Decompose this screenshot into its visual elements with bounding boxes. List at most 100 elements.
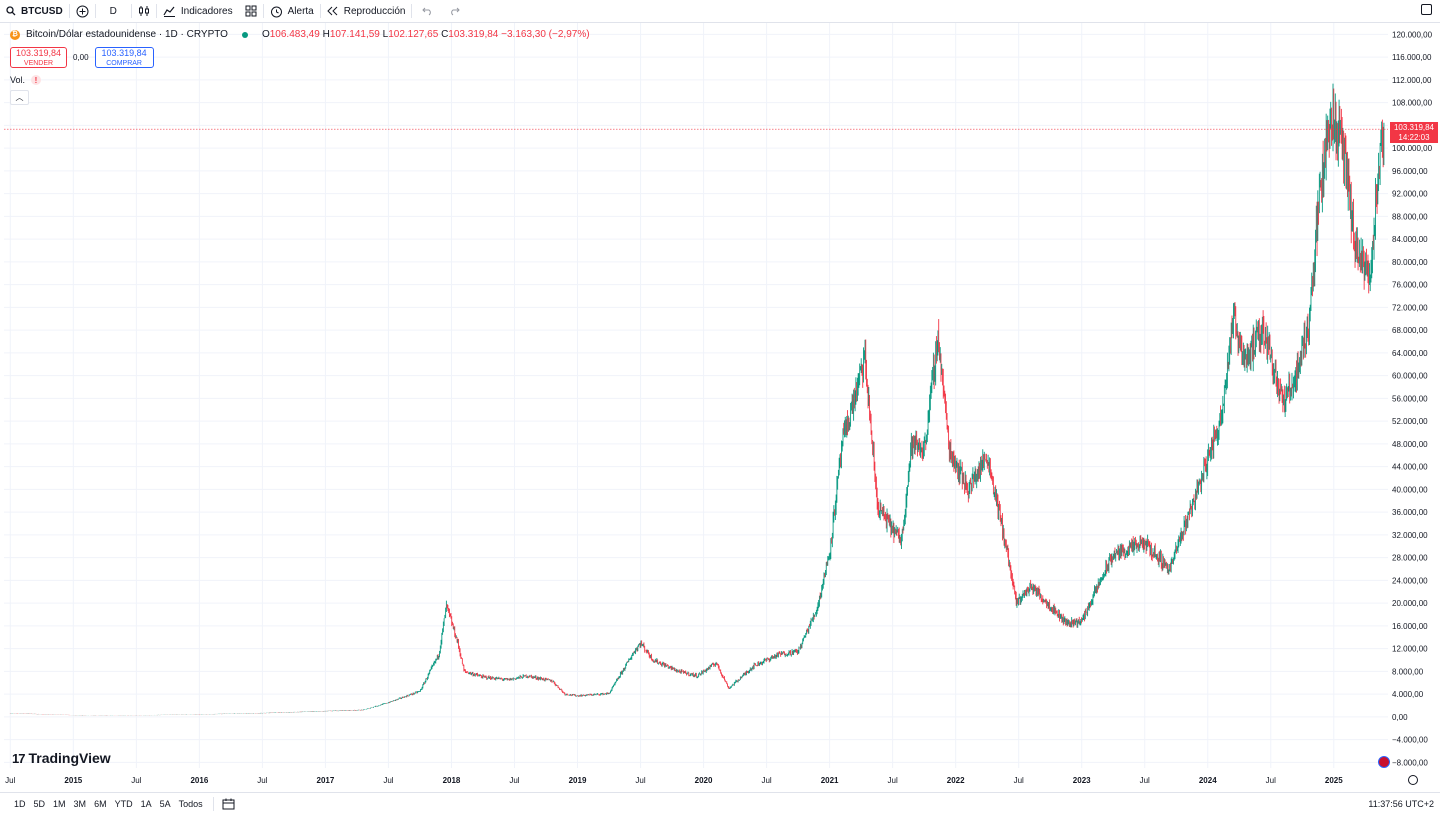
range-button[interactable]: 6M xyxy=(94,799,107,809)
high-label: H xyxy=(322,29,330,40)
alert-button[interactable]: Alerta xyxy=(264,0,320,22)
divider xyxy=(212,797,214,811)
x-tick-label: Jul xyxy=(383,776,393,785)
grid-icon xyxy=(245,5,257,17)
currency-flag-icon[interactable] xyxy=(1378,756,1390,768)
settings-icon[interactable] xyxy=(1408,775,1418,785)
last-price-value: 103.319,84 xyxy=(1393,123,1435,133)
price-chart[interactable]: 120.000,00 116.000,00 112.000,00 108.000,00… xyxy=(0,23,1440,791)
x-tick-label: 2017 xyxy=(317,776,335,785)
compare-button[interactable] xyxy=(70,0,95,22)
bottom-toolbar: 1D 5D 1M 3M 6M YTD 1A 5A Todos 11:37:56 UTC+2 xyxy=(0,792,1440,815)
y-tick-label: 40.000,00 xyxy=(1392,485,1428,494)
divider xyxy=(94,4,96,18)
indicators-button[interactable]: Indicadores xyxy=(157,0,239,22)
trade-buttons: 103.319,84 VENDER 0,00 103.319,84 COMPRA… xyxy=(10,47,154,68)
x-tick-label: 2023 xyxy=(1073,776,1091,785)
symbol-legend: ₿ Bitcoin/Dólar estadounidense · 1D · CR… xyxy=(10,29,590,40)
spread-value: 0,00 xyxy=(73,53,89,62)
divider xyxy=(155,4,157,18)
interval-button[interactable]: D xyxy=(96,0,131,22)
y-tick-label: 88.000,00 xyxy=(1392,212,1428,221)
alarm-clock-icon xyxy=(270,6,282,17)
ohlc-values: O106.483,49 H107.141,59 L102.127,65 C103… xyxy=(262,29,590,40)
y-tick-label: 20.000,00 xyxy=(1392,599,1428,608)
chart-type-button[interactable] xyxy=(132,0,156,22)
divider xyxy=(262,4,264,18)
sell-price: 103.319,84 xyxy=(15,48,62,58)
y-tick-label: 92.000,00 xyxy=(1392,190,1428,199)
high-value: 107.141,59 xyxy=(329,29,380,40)
last-price-badge: 103.319,84 14:22:03 xyxy=(1390,122,1438,144)
y-tick-label: 32.000,00 xyxy=(1392,531,1428,540)
price-series xyxy=(9,83,1385,716)
market-status-icon xyxy=(241,31,248,38)
x-tick-label: 2019 xyxy=(569,776,587,785)
y-tick-label: 36.000,00 xyxy=(1392,508,1428,517)
range-button[interactable]: 1M xyxy=(53,799,66,809)
indicators-icon xyxy=(163,6,175,17)
y-tick-label: 96.000,00 xyxy=(1392,167,1428,176)
undo-button[interactable] xyxy=(412,0,443,22)
volume-legend[interactable]: Vol. ! xyxy=(10,75,42,85)
low-value: 102.127,65 xyxy=(388,29,439,40)
tradingview-logo[interactable]: 17 TradingView xyxy=(12,750,111,766)
redo-button[interactable] xyxy=(443,0,466,22)
warning-icon[interactable]: ! xyxy=(31,75,42,85)
y-tick-label: 4.000,00 xyxy=(1392,690,1424,699)
buy-button[interactable]: 103.319,84 COMPRAR xyxy=(94,47,154,68)
indicators-label: Indicadores xyxy=(180,5,233,17)
chevron-up-icon: ︿ xyxy=(15,93,24,102)
replay-button[interactable]: Reproducción xyxy=(321,0,412,22)
y-tick-label: 68.000,00 xyxy=(1392,326,1428,335)
sell-label: VENDER xyxy=(23,60,54,67)
x-tick-label: 2016 xyxy=(190,776,208,785)
range-button[interactable]: 5D xyxy=(33,799,46,809)
x-tick-label: Jul xyxy=(761,776,771,785)
change-value: −3.163,30 (−2,97%) xyxy=(501,29,590,40)
y-tick-label: 84.000,00 xyxy=(1392,235,1428,244)
collapse-legend-button[interactable]: ︿ xyxy=(10,90,29,105)
range-button[interactable]: 3M xyxy=(73,799,87,809)
price-axis-background xyxy=(1388,23,1440,791)
layouts-button[interactable] xyxy=(239,0,263,22)
y-tick-label: 52.000,00 xyxy=(1392,417,1428,426)
calendar-icon[interactable] xyxy=(222,798,235,810)
clock[interactable]: 11:37:56 UTC+2 xyxy=(1368,799,1434,809)
x-tick-label: 2021 xyxy=(821,776,839,785)
range-button[interactable]: 1D xyxy=(14,799,26,809)
bitcoin-icon: ₿ xyxy=(10,29,20,40)
range-button[interactable]: Todos xyxy=(178,799,203,809)
fullscreen-icon[interactable] xyxy=(1421,4,1432,15)
y-tick-label: 0,00 xyxy=(1392,713,1408,722)
y-tick-label: 12.000,00 xyxy=(1392,645,1428,654)
y-tick-label: 60.000,00 xyxy=(1392,372,1428,381)
y-tick-label: 76.000,00 xyxy=(1392,281,1428,290)
date-ranges: 1D 5D 1M 3M 6M YTD 1A 5A Todos xyxy=(0,799,207,809)
divider xyxy=(130,4,132,18)
range-button[interactable]: 1A xyxy=(140,799,152,809)
interval-label: D xyxy=(109,5,117,17)
add-circle-icon xyxy=(76,5,89,17)
x-tick-label: 2022 xyxy=(947,776,965,785)
time-axis: Jul 2015 Jul 2016 Jul 2017 Jul 2018 Jul 2019 Jul 20… xyxy=(5,776,1343,785)
tradingview-logo-icon: 17 xyxy=(12,750,26,766)
legend-title[interactable]: Bitcoin/Dólar estadounidense · 1D · CRYP… xyxy=(26,29,228,40)
undo-icon xyxy=(422,7,432,15)
top-toolbar: BTCUSD D Indicadores Alerta Reproducción xyxy=(0,0,1440,23)
sell-button[interactable]: 103.319,84 VENDER xyxy=(10,47,67,68)
logo-text: TradingView xyxy=(28,750,111,766)
y-tick-label: 8.000,00 xyxy=(1392,667,1424,676)
range-button[interactable]: YTD xyxy=(114,799,133,809)
range-button[interactable]: 5A xyxy=(159,799,171,809)
y-tick-label: 28.000,00 xyxy=(1392,554,1428,563)
y-tick-label: −8.000,00 xyxy=(1392,758,1428,767)
redo-icon xyxy=(451,7,461,15)
rewind-icon xyxy=(327,6,338,16)
buy-label: COMPRAR xyxy=(106,60,142,67)
symbol-search[interactable]: BTCUSD xyxy=(0,0,69,22)
y-tick-label: 80.000,00 xyxy=(1392,258,1428,267)
replay-label: Reproducción xyxy=(343,5,406,17)
x-tick-label: 2025 xyxy=(1325,776,1343,785)
x-tick-label: Jul xyxy=(131,776,141,785)
